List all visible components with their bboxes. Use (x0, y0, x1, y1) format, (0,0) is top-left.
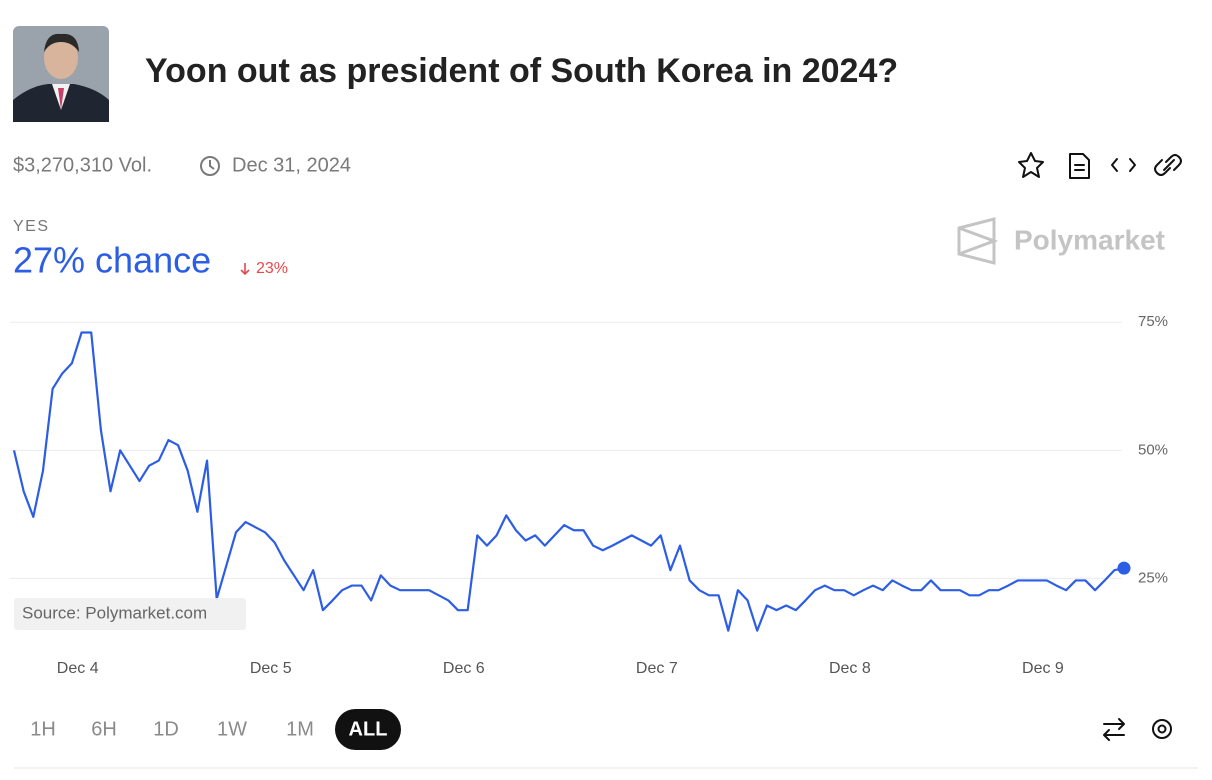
source: Source: Polymarket.com (22, 603, 207, 622)
end-date: Dec 31, 2024 (232, 154, 351, 176)
market-photo (13, 26, 109, 122)
x-tick-label: Dec 9 (1022, 660, 1064, 677)
brand-logo (957, 217, 999, 265)
y-tick-label: 25% (1138, 569, 1168, 586)
timeframe-button[interactable]: 1D (153, 718, 179, 740)
y-tick-label: 75% (1138, 313, 1168, 330)
market-title: Yoon out as president of South Korea in … (145, 52, 898, 90)
timeframe-active-pill (335, 709, 401, 750)
volume: $3,270,310 Vol. (13, 154, 152, 176)
brand: Polymarket (1014, 224, 1165, 255)
clock-icon (200, 156, 220, 176)
source-box (14, 598, 246, 630)
chance: 27% chance (13, 240, 211, 281)
timeframe-button[interactable]: 6H (91, 718, 117, 740)
y-tick-label: 50% (1138, 441, 1168, 458)
timeframe-button[interactable]: 1W (217, 718, 247, 740)
settings-button[interactable] (1152, 719, 1172, 739)
timeframe-bar: 1H 6H 1D 1W 1M ALL (30, 709, 401, 750)
link-button[interactable] (1154, 154, 1182, 176)
x-tick-label: Dec 8 (829, 660, 871, 677)
price-line (12, 331, 1125, 632)
change-arrow (240, 263, 250, 276)
x-tick-label: Dec 4 (57, 660, 99, 677)
price-chart: 25% 50% 75% Dec 4 Dec 5 Dec 6 Dec 7 Dec 8 Dec 9 (10, 313, 1168, 677)
outcome-label: YES (13, 218, 50, 235)
change: 23% (256, 260, 288, 277)
x-tick-label: Dec 5 (250, 660, 292, 677)
swap-button[interactable] (1103, 718, 1125, 741)
x-tick-label: Dec 7 (636, 660, 678, 677)
x-tick-label: Dec 6 (443, 660, 485, 677)
timeframe-button[interactable]: 1M (286, 718, 314, 740)
last-point (1117, 561, 1131, 575)
timeframe-button[interactable]: 1H (30, 718, 56, 740)
document-button[interactable] (1069, 153, 1090, 179)
embed-button[interactable] (1111, 158, 1136, 172)
star-button[interactable] (1018, 152, 1044, 178)
timeframe-button[interactable]: ALL (349, 718, 388, 740)
